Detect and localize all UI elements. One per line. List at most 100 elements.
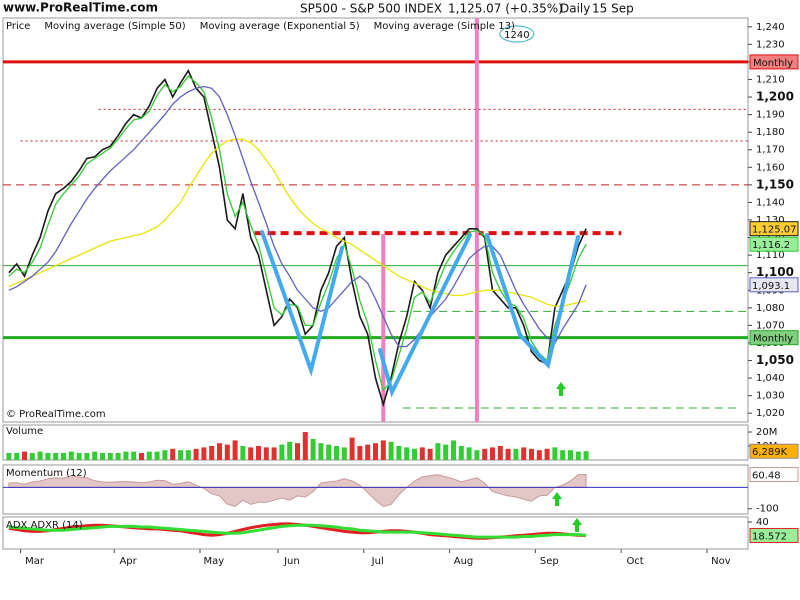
volume-bar	[209, 446, 215, 460]
y-tick-label: 1,240	[756, 22, 785, 33]
volume-bar	[451, 440, 456, 460]
volume-bar	[154, 451, 160, 460]
y-tick-label: 1,130	[756, 215, 785, 226]
y-tick-label: 1,100	[756, 265, 794, 279]
volume-bar	[302, 432, 308, 460]
volume-bar	[380, 440, 386, 460]
volume-bar	[100, 453, 105, 460]
volume-bar	[84, 453, 90, 460]
volume-bar	[146, 451, 152, 460]
volume-bar	[568, 450, 573, 460]
volume-bar	[412, 448, 417, 460]
volume-bar	[139, 453, 144, 460]
panel-content	[8, 522, 587, 540]
y-tick-label: 1,110	[756, 250, 785, 261]
value-box-label: 60.48	[752, 470, 781, 481]
volume-bar	[217, 443, 222, 460]
panel	[2, 17, 749, 423]
y-tick-label: 1,180	[756, 127, 785, 138]
volume-bar	[490, 447, 495, 460]
volume-bar	[310, 439, 316, 460]
y-tick-label: 20M	[756, 427, 777, 438]
volume-bar	[107, 453, 113, 460]
volume-bar	[536, 450, 542, 460]
volume-bar	[404, 447, 410, 460]
volume-bar	[240, 446, 246, 460]
y-tick-label: 1,160	[756, 162, 785, 173]
panel-content	[3, 18, 748, 422]
value-box	[749, 466, 799, 482]
y-tick-label: 1,140	[756, 197, 785, 208]
volume-bar	[396, 446, 402, 460]
volume-bar	[295, 443, 300, 460]
volume-bar	[552, 447, 558, 460]
panel-title: Momentum (12)	[6, 468, 87, 479]
date: 15 Sep	[592, 2, 634, 16]
volume-bar	[334, 446, 339, 460]
volume-bar	[6, 453, 12, 460]
volume-bar	[419, 447, 425, 460]
volume-bar	[115, 453, 121, 460]
volume-bar	[162, 450, 168, 460]
y-tick-label: 1,080	[756, 303, 785, 314]
volume-bar	[365, 444, 371, 460]
pattern-line	[485, 233, 580, 370]
volume-bar	[232, 440, 238, 460]
panel-content	[3, 473, 748, 508]
volume-bar	[560, 450, 566, 460]
volume-bar	[373, 443, 378, 460]
volume-bar	[583, 451, 589, 460]
x-tick-label: Sep	[540, 556, 559, 567]
volume-bar	[287, 441, 293, 460]
series-line	[8, 75, 587, 392]
volume-bar	[224, 444, 230, 460]
volume-bar	[193, 448, 199, 460]
pattern-line	[260, 230, 344, 377]
quote: 1,125.07 (+0.35%)	[448, 2, 563, 16]
volume-bar	[349, 437, 355, 460]
value-box	[749, 277, 799, 293]
volume-bar	[529, 448, 534, 460]
volume-bar	[178, 450, 183, 460]
x-tick-label: Jul	[371, 556, 384, 567]
value-box	[749, 443, 799, 459]
volume-bar	[474, 450, 480, 460]
y-tick-label: -100	[756, 504, 779, 515]
value-box	[749, 236, 799, 252]
x-tick-label: Jun	[283, 556, 300, 567]
series-line	[8, 523, 587, 539]
volume-bar	[123, 451, 129, 460]
volume-bar	[29, 453, 35, 460]
value-box-label: 18.572	[752, 531, 787, 542]
marker-label: 1240	[504, 30, 529, 41]
volume-bar	[513, 448, 519, 460]
y-tick-label: 40	[756, 517, 769, 528]
level-tag-label: Monthly	[753, 58, 793, 69]
volume-bar	[131, 451, 137, 460]
x-tick-label: Apr	[119, 556, 137, 567]
volume-bar	[575, 451, 581, 460]
legend-entry: Price	[6, 21, 30, 32]
y-tick-label: 1,200	[756, 90, 794, 104]
arrow	[552, 492, 562, 506]
value-box	[749, 221, 799, 237]
pattern-annotations	[260, 230, 580, 398]
volume-bar	[458, 446, 464, 460]
volume-bar	[256, 446, 261, 460]
volume-bar	[497, 446, 503, 460]
value-box-label: 1,093.1	[752, 281, 790, 292]
source: www.ProRealTime.com	[3, 1, 158, 15]
volume-bar	[76, 453, 82, 460]
plot-layers: 1,0201,0301,0401,0501,0601,0701,0801,090…	[2, 17, 799, 567]
volume-bar	[318, 443, 324, 460]
arrow	[572, 518, 582, 532]
panel-content	[6, 432, 589, 460]
value-box	[749, 527, 799, 543]
instrument: SP500 - S&P 500 INDEX	[300, 2, 442, 16]
volume-bar	[279, 444, 285, 460]
x-tick-label: Aug	[454, 556, 474, 567]
volume-bar	[521, 447, 527, 460]
volume-bar	[14, 453, 20, 460]
volume-bar	[185, 450, 191, 460]
